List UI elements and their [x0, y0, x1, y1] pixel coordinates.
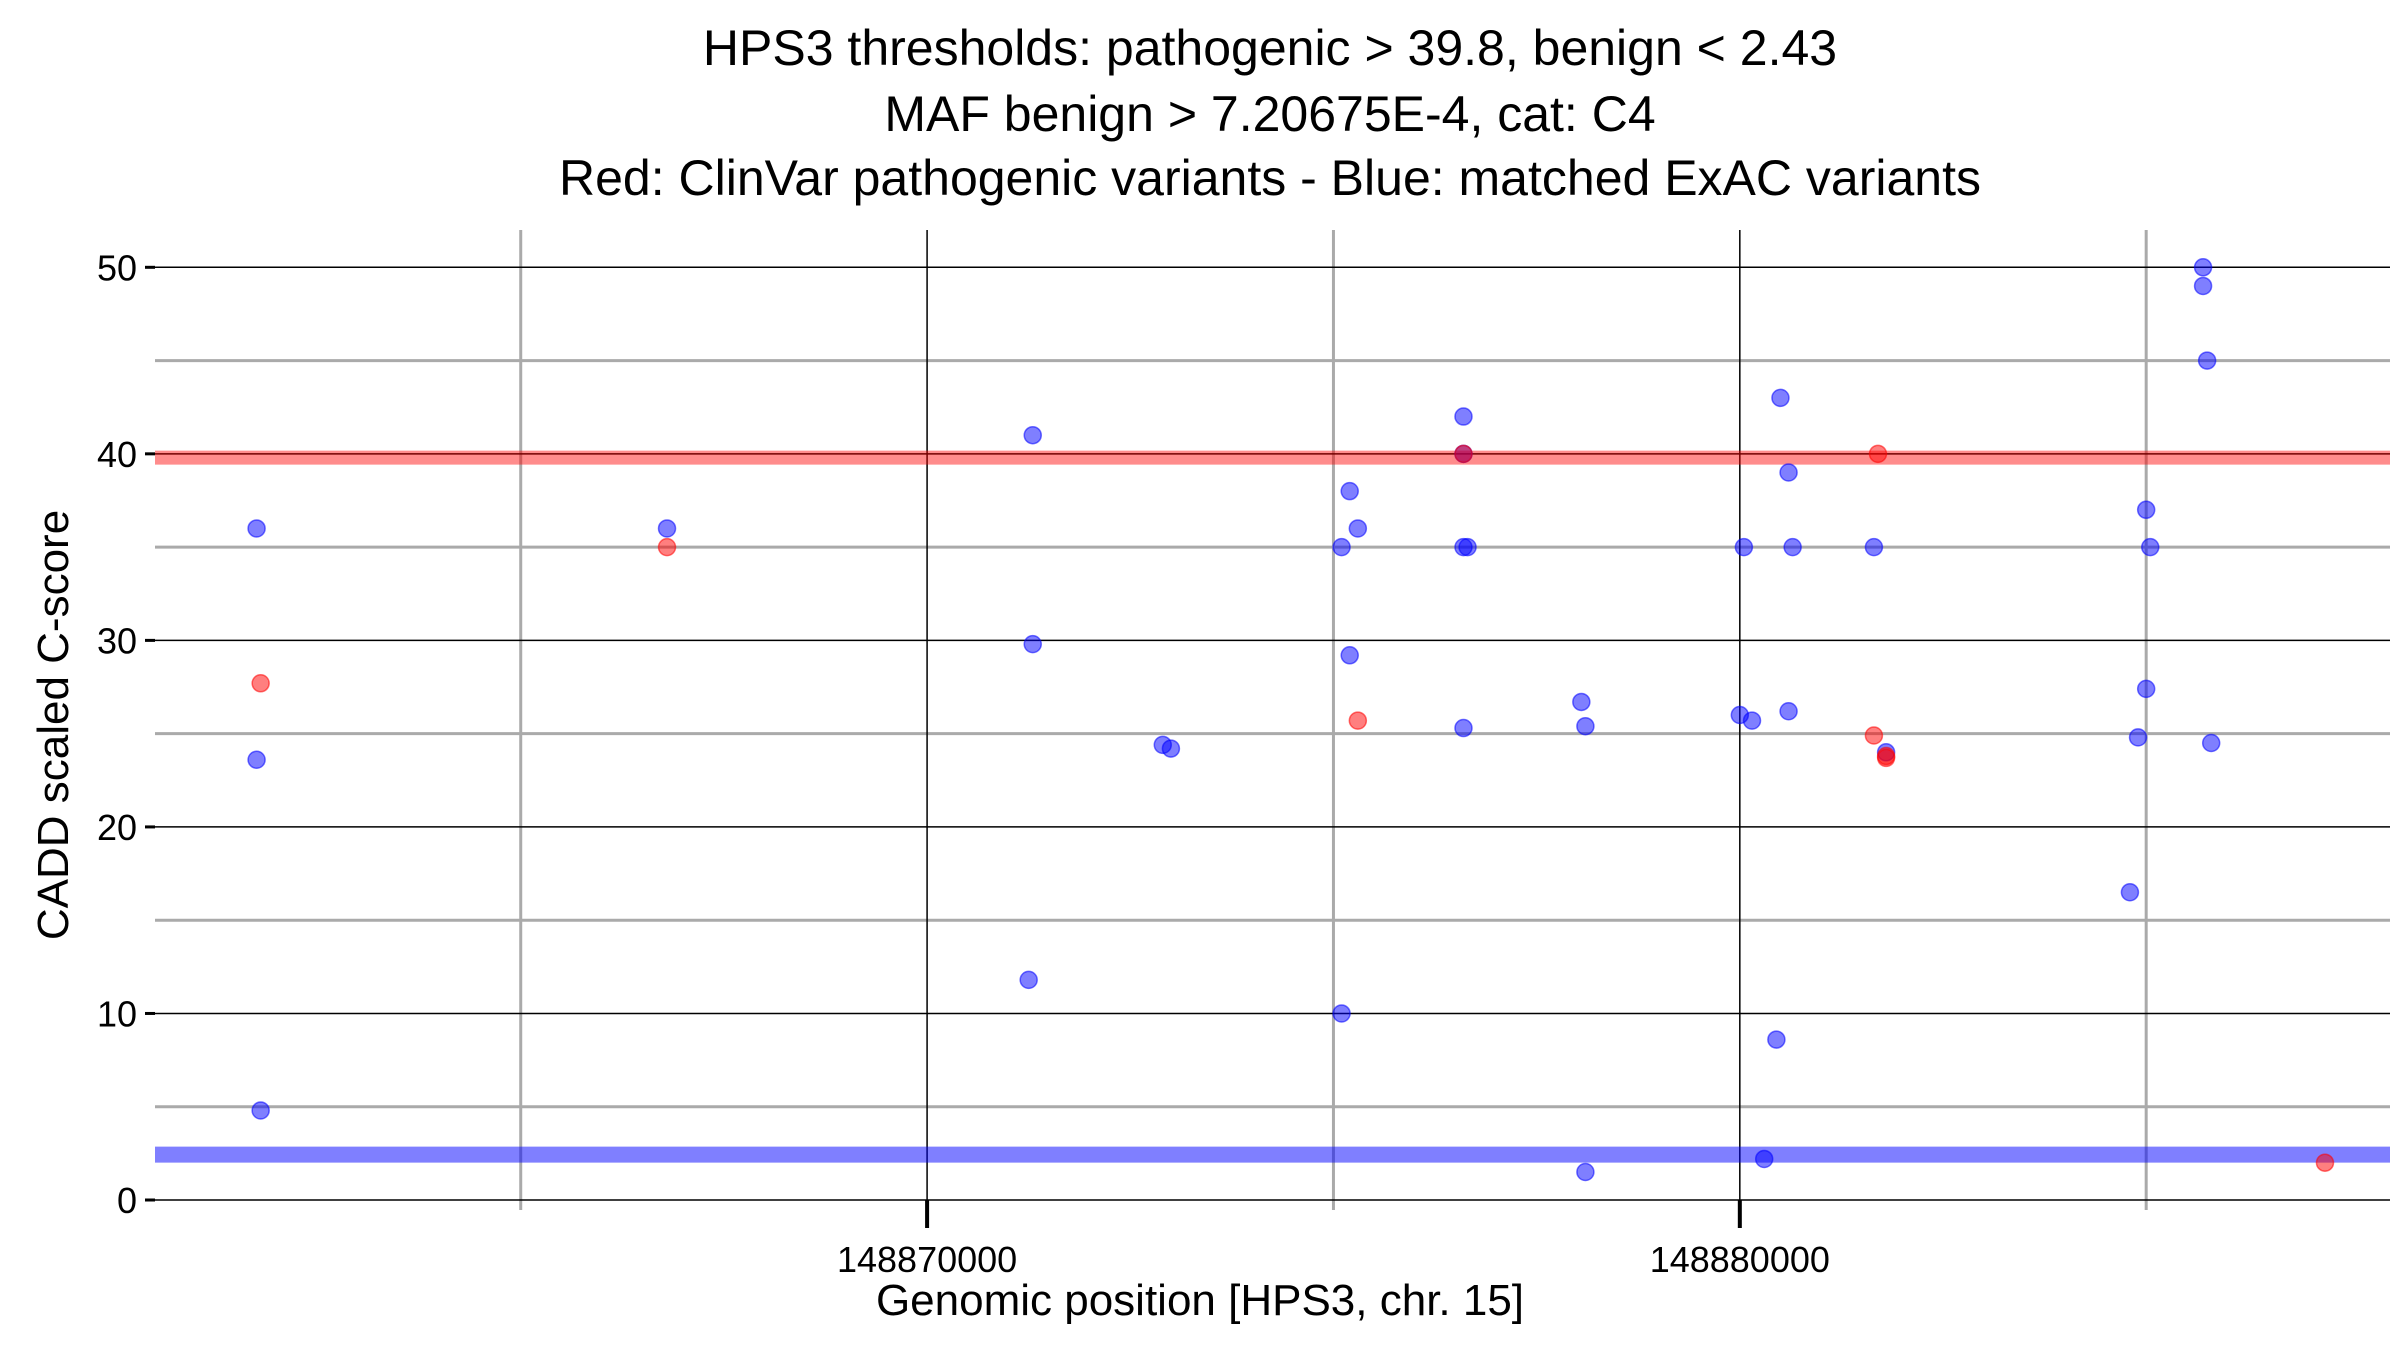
exac-variant-point	[1023, 634, 1042, 654]
clinvar-pathogenic-point	[1864, 726, 1884, 745]
exac-variant-point	[1734, 537, 1754, 557]
exac-variant-point	[1454, 407, 1473, 426]
exac-variant-point	[1864, 537, 1884, 557]
clinvar-pathogenic-point	[1348, 711, 1368, 730]
chart-title-line-2: MAF benign > 7.20675E-4, cat: C4	[884, 86, 1656, 142]
exac-variant-point	[2197, 351, 2217, 370]
exac-variant-point	[1454, 718, 1473, 738]
y-tick-label: 40	[97, 434, 137, 475]
exac-variant-point	[2193, 276, 2213, 296]
exac-variant-point	[2140, 537, 2160, 557]
exac-variant-point	[1576, 716, 1595, 736]
chart-title-line-3: Red: ClinVar pathogenic variants - Blue:…	[559, 150, 1981, 206]
exac-variant-point	[1332, 537, 1351, 557]
exac-variant-point	[251, 1101, 270, 1120]
x-axis-label: Genomic position [HPS3, chr. 15]	[875, 1276, 1525, 1325]
exac-variant-point	[1019, 970, 1038, 990]
exac-variant-point	[1023, 425, 1042, 445]
minor-gridlines	[155, 230, 2390, 1210]
clinvar-pathogenic-point	[1876, 746, 1896, 766]
exac-variant-point	[1340, 481, 1359, 501]
exac-variant-point	[2136, 679, 2156, 699]
clinvar-pathogenic-point	[251, 674, 270, 693]
y-tick-label: 50	[97, 247, 137, 288]
y-tick-label: 0	[117, 1180, 137, 1221]
y-axis-label: CADD scaled C-score	[29, 509, 78, 941]
exac-variant-point	[2136, 500, 2156, 520]
clinvar-pathogenic-point	[2315, 1153, 2335, 1172]
exac-variant-point	[2120, 882, 2140, 902]
chart-title-line-1: HPS3 thresholds: pathogenic > 39.8, beni…	[702, 20, 1838, 76]
y-tick-label: 20	[97, 807, 137, 848]
threshold-lines	[155, 450, 2390, 1163]
axes: 0 10 20 30 40 50 148870000 148880000	[97, 247, 1830, 1280]
exac-variant-point	[2201, 733, 2221, 753]
exac-variant-point	[1576, 1162, 1595, 1182]
exac-variant-point	[1779, 702, 1798, 721]
exac-variant-point	[1348, 519, 1368, 538]
x-tick-label: 148880000	[1650, 1239, 1830, 1280]
major-gridlines	[155, 230, 2390, 1210]
exac-variant-point	[1458, 537, 1477, 557]
exac-variant-point	[247, 750, 266, 770]
exac-variant-point	[1779, 463, 1798, 482]
exac-variant-point	[1767, 1030, 1786, 1049]
exac-variant-point	[1742, 711, 1762, 730]
y-tick-label: 30	[97, 620, 137, 661]
exac-variant-point	[2128, 728, 2148, 747]
exac-variant-point	[2193, 258, 2213, 277]
exac-variant-point	[1783, 537, 1802, 557]
data-points	[247, 258, 2335, 1182]
exac-variant-point	[1340, 646, 1359, 665]
clinvar-pathogenic-point	[1454, 444, 1473, 464]
clinvar-pathogenic-point	[657, 537, 677, 557]
y-tick-label: 10	[97, 993, 137, 1034]
clinvar-pathogenic-point	[1868, 444, 1888, 464]
exac-variant-point	[1754, 1149, 1774, 1169]
exac-variant-point	[1161, 739, 1181, 758]
exac-variant-point	[1332, 1004, 1351, 1023]
exac-variant-point	[1771, 388, 1790, 408]
exac-variant-point	[247, 519, 266, 538]
x-tick-label: 148870000	[837, 1239, 1017, 1280]
exac-variant-point	[657, 519, 677, 538]
exac-variant-point	[1572, 692, 1591, 712]
